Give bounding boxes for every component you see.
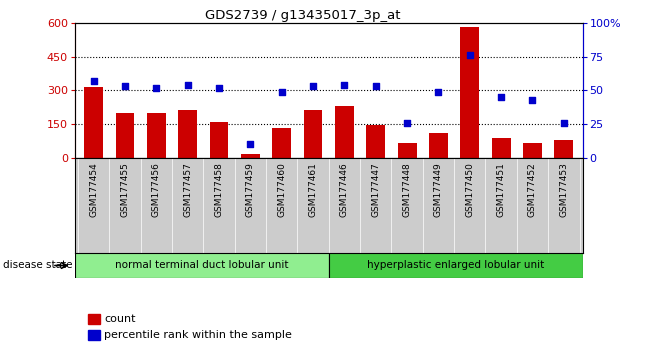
Bar: [116, 113, 134, 158]
Bar: [88, 330, 100, 340]
Bar: [75, 253, 329, 278]
Point: [527, 97, 538, 103]
Text: GSM177460: GSM177460: [277, 162, 286, 217]
Bar: [210, 122, 229, 158]
Text: GSM177455: GSM177455: [120, 162, 130, 217]
Text: GSM177461: GSM177461: [309, 162, 318, 217]
Text: GSM177457: GSM177457: [183, 162, 192, 217]
Point: [559, 120, 569, 125]
Text: GSM177452: GSM177452: [528, 162, 537, 217]
Point: [245, 141, 256, 147]
Bar: [241, 154, 260, 158]
Text: GSM177450: GSM177450: [465, 162, 475, 217]
Text: GSM177447: GSM177447: [371, 162, 380, 217]
Point: [151, 85, 161, 90]
Bar: [84, 87, 103, 158]
Bar: [429, 133, 448, 158]
Bar: [492, 138, 510, 158]
Text: GDS2739 / g13435017_3p_at: GDS2739 / g13435017_3p_at: [205, 9, 400, 22]
Bar: [329, 253, 583, 278]
Bar: [367, 125, 385, 158]
Point: [465, 52, 475, 58]
Bar: [398, 143, 417, 158]
Bar: [147, 113, 166, 158]
Point: [402, 120, 412, 125]
Point: [214, 85, 224, 90]
Point: [434, 89, 444, 95]
Text: count: count: [104, 314, 135, 324]
Text: GSM177458: GSM177458: [215, 162, 223, 217]
Text: GSM177446: GSM177446: [340, 162, 349, 217]
Text: disease state: disease state: [3, 261, 73, 270]
Text: GSM177456: GSM177456: [152, 162, 161, 217]
Point: [120, 84, 130, 89]
Bar: [523, 143, 542, 158]
Text: GSM177451: GSM177451: [497, 162, 506, 217]
Bar: [88, 314, 100, 324]
Text: GSM177449: GSM177449: [434, 162, 443, 217]
Bar: [178, 110, 197, 158]
Point: [277, 89, 287, 95]
Point: [496, 94, 506, 100]
Point: [370, 84, 381, 89]
Text: GSM177448: GSM177448: [402, 162, 411, 217]
Bar: [555, 139, 574, 158]
Bar: [335, 106, 354, 158]
Bar: [272, 129, 291, 158]
Bar: [460, 28, 479, 158]
Point: [308, 84, 318, 89]
Text: percentile rank within the sample: percentile rank within the sample: [104, 330, 292, 340]
Text: GSM177459: GSM177459: [246, 162, 255, 217]
Text: hyperplastic enlarged lobular unit: hyperplastic enlarged lobular unit: [367, 261, 544, 270]
Text: GSM177453: GSM177453: [559, 162, 568, 217]
Point: [89, 78, 99, 84]
Text: GSM177454: GSM177454: [89, 162, 98, 217]
Bar: [303, 110, 322, 158]
Point: [339, 82, 350, 88]
Text: normal terminal duct lobular unit: normal terminal duct lobular unit: [115, 261, 288, 270]
Point: [182, 82, 193, 88]
